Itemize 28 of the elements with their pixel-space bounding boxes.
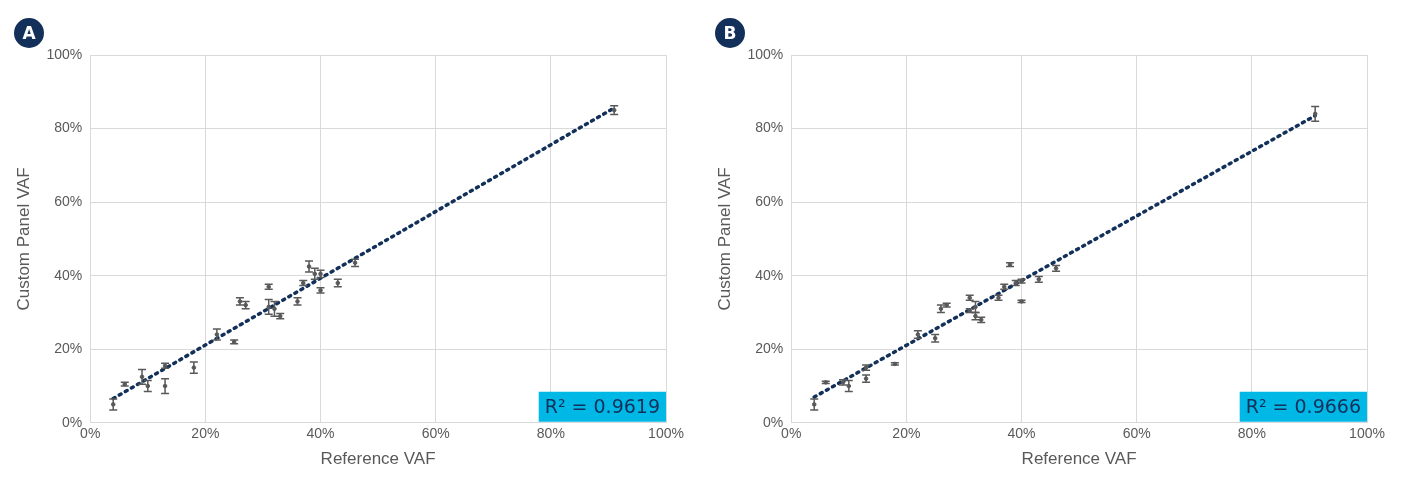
annotation: R² = 0.9666 (1245, 394, 1362, 417)
chart-title: A (14, 18, 44, 48)
x-tick-label: 60% (421, 425, 450, 442)
x-tick-label: 80% (1237, 425, 1266, 442)
y-tick-label: 20% (755, 340, 784, 357)
x-tick-label: 100% (648, 425, 684, 442)
x-axis-title: Reference VAF (320, 449, 436, 469)
y-axis-title: Custom Panel VAF (714, 167, 734, 311)
y-tick-label: 80% (54, 119, 83, 136)
y-tick-label: 40% (54, 266, 83, 283)
x-tick-label: 60% (1122, 425, 1151, 442)
x-tick-label: 40% (1007, 425, 1036, 442)
y-tick-label: 60% (755, 192, 784, 209)
y-tick-label: 60% (54, 192, 83, 209)
x-tick-label: 100% (1349, 425, 1385, 442)
x-tick-label: 20% (892, 425, 921, 442)
y-tick-label: 100% (747, 45, 784, 62)
annotation: R² = 0.9619 (544, 394, 661, 417)
y-tick-label: 40% (755, 266, 784, 283)
y-tick-label: 100% (46, 45, 83, 62)
x-axis-title: Reference VAF (1021, 449, 1137, 469)
y-tick-label: 20% (54, 340, 83, 357)
y-tick-label: 80% (755, 119, 784, 136)
x-tick-label: 40% (306, 425, 335, 442)
y-axis-title: Custom Panel VAF (13, 167, 33, 311)
x-tick-label: 80% (536, 425, 565, 442)
x-tick-label: 20% (191, 425, 220, 442)
chart-title: B (715, 18, 745, 48)
